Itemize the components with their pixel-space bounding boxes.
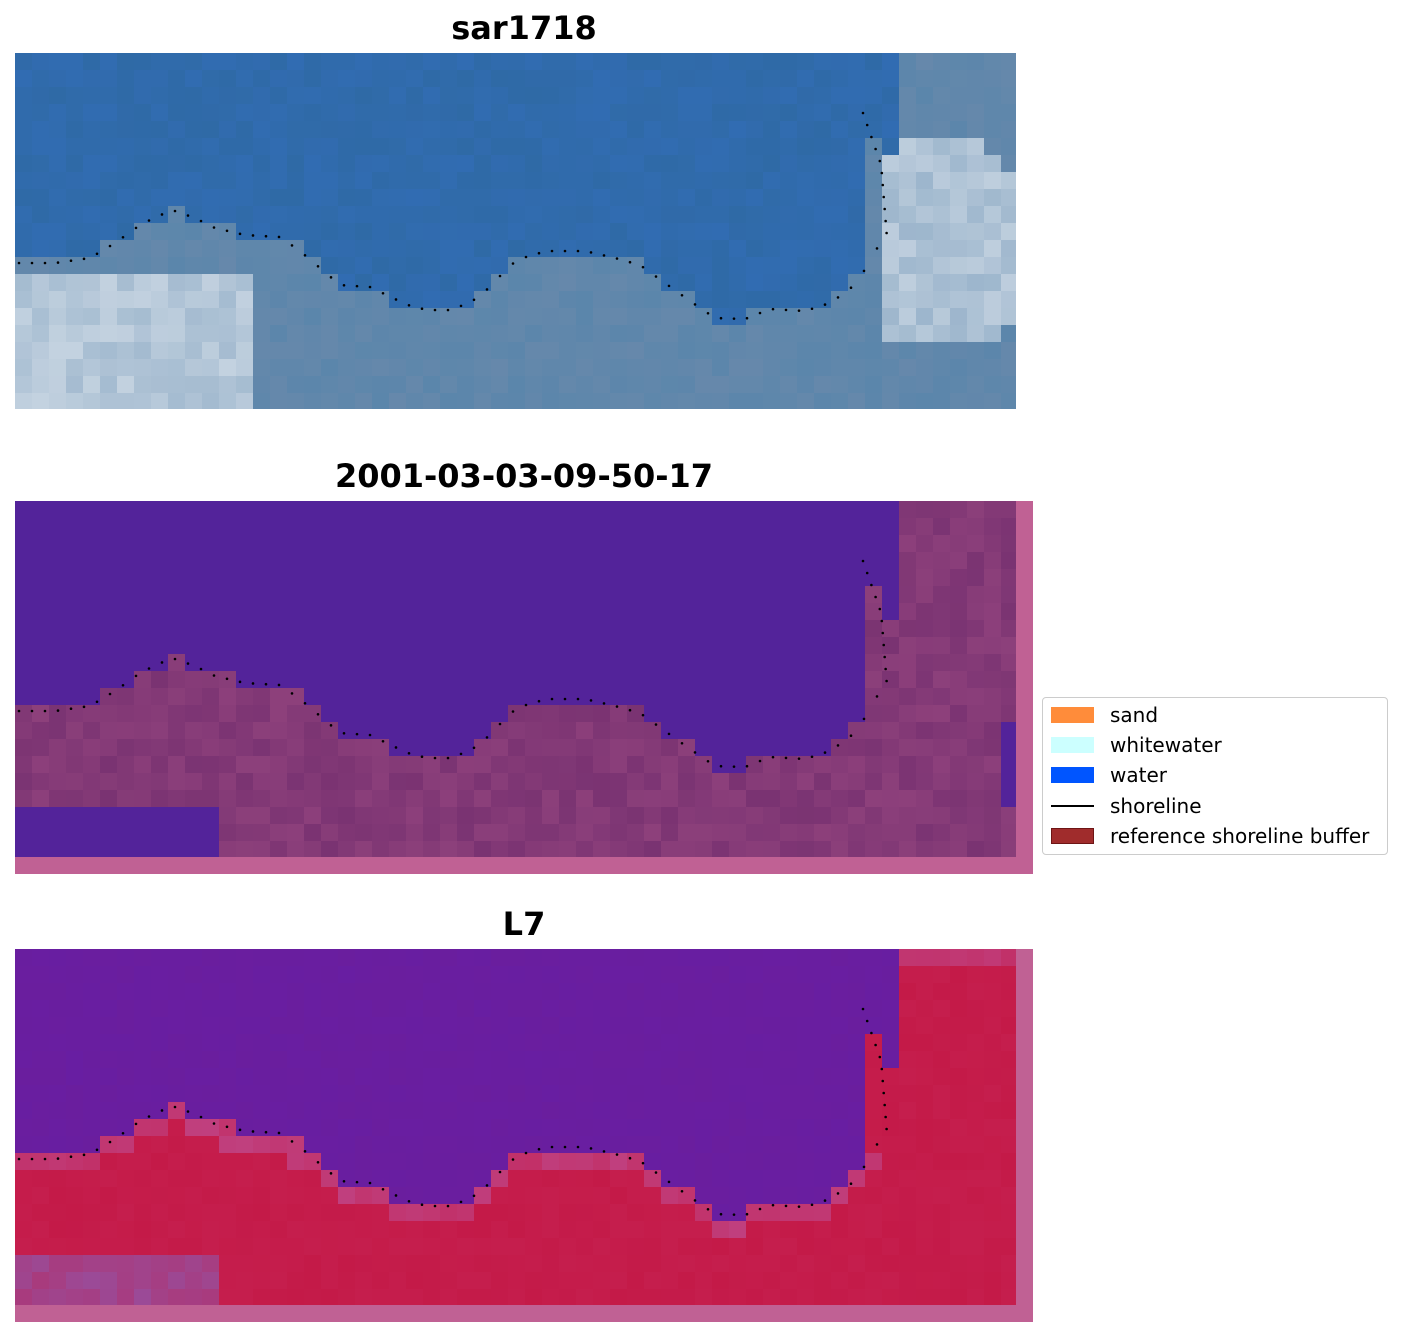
legend-label: reference shoreline buffer <box>1110 824 1370 848</box>
panel-title-classification: 2001-03-03-09-50-17 <box>334 457 714 495</box>
whitewater-swatch-icon <box>1051 737 1094 753</box>
image-border-right <box>1016 949 1033 1322</box>
shoreline-dots <box>17 1007 888 1216</box>
water-swatch-icon <box>1051 767 1094 783</box>
legend-label: water <box>1110 763 1167 787</box>
image-border-bottom <box>15 1305 1033 1322</box>
shoreline-dots <box>17 559 888 768</box>
classification-image <box>15 501 1033 874</box>
legend-label: sand <box>1110 703 1159 727</box>
legend-item-water: water <box>1051 763 1167 787</box>
shoreline-line-icon <box>1051 805 1094 807</box>
legend-item-reference-buffer: reference shoreline buffer <box>1051 824 1370 848</box>
panel-title-mndwi: L7 <box>502 905 546 943</box>
legend-item-whitewater: whitewater <box>1051 733 1222 757</box>
mndwi-panel <box>15 949 1033 1322</box>
legend-item-sand: sand <box>1051 703 1159 727</box>
image-border-right <box>1016 501 1033 874</box>
classification-panel <box>15 501 1033 874</box>
rgb-image <box>15 53 1016 409</box>
shoreline-dots <box>17 111 888 320</box>
pixel-grid <box>15 53 1016 409</box>
legend-label: shoreline <box>1110 794 1202 818</box>
legend-label: whitewater <box>1110 733 1222 757</box>
rgb-image-panel <box>15 53 1016 409</box>
pixel-grid <box>15 949 1019 1307</box>
sand-swatch-icon <box>1051 707 1094 723</box>
image-border-bottom <box>15 857 1033 874</box>
pixel-grid <box>15 501 1019 859</box>
panel-title-rgb: sar1718 <box>451 9 597 47</box>
legend: sand whitewater water shoreline referenc… <box>1042 697 1388 855</box>
reference-buffer-swatch-icon <box>1051 828 1094 844</box>
legend-item-shoreline: shoreline <box>1051 794 1202 818</box>
mndwi-image <box>15 949 1033 1322</box>
